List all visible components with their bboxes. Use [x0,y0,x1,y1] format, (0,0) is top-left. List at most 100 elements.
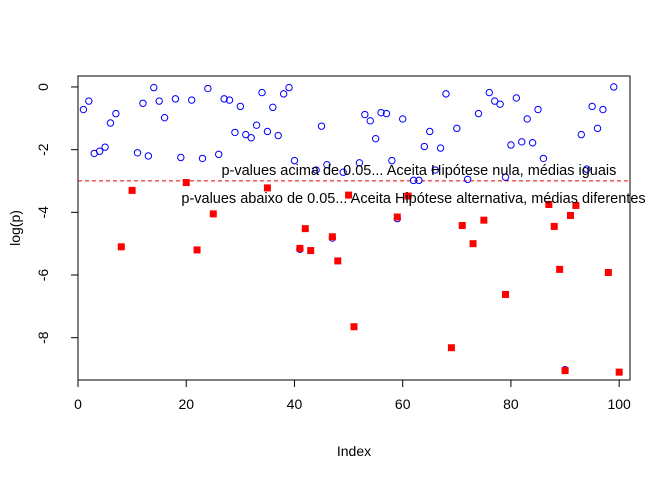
data-point-square [393,213,401,221]
data-point-square [458,221,466,229]
data-point-circle [215,150,223,159]
data-point-circle [355,159,364,167]
data-point-square [334,257,342,265]
data-point-circle [258,88,266,97]
data-point-square [561,367,569,375]
y-axis: 0 -2 -4 -6 -8 [35,83,79,344]
data-point-square [566,211,574,219]
data-point-circle [85,97,93,105]
data-point-circle [290,156,299,165]
data-point-circle [501,173,510,181]
y-tick-label: -8 [35,331,51,344]
data-point-circle [95,147,104,155]
data-point-square [502,290,510,298]
data-point-circle [317,122,326,130]
data-point-circle [599,105,607,114]
data-point-circle [150,83,158,92]
data-point-circle [177,153,185,162]
data-point-circle [144,152,153,160]
data-point-square [301,225,309,233]
data-point-circle [453,124,461,133]
data-point-circle [139,99,147,107]
y-tick-label: -6 [35,269,51,282]
data-point-circle [528,139,537,147]
data-point-square [263,184,271,192]
data-point-circle [507,141,515,149]
data-point-circle [361,110,369,119]
data-point-circle [442,90,450,98]
data-point-circle [463,175,472,184]
data-point-circle [247,134,255,142]
data-point-circle [518,138,526,146]
data-point-circle [79,105,88,114]
data-point-square [296,244,304,252]
data-point-square [209,210,217,218]
data-point-circle [512,94,521,102]
data-point-circle [431,166,439,174]
data-point-circle [426,127,434,136]
x-axis: 0 20 40 60 80 100 [74,379,631,412]
data-point-circle [399,115,407,123]
data-point-circle [269,103,277,112]
y-axis-label: log(p) [7,210,23,246]
data-point-circle [539,154,548,163]
data-point-square [350,323,358,331]
plot-frame [77,75,631,381]
data-point-circle [593,124,602,133]
y-tick-label: -4 [35,206,51,219]
data-point-square [345,191,353,199]
data-point-circle [388,156,396,165]
data-point-circle [285,83,293,92]
data-point-square [604,269,612,277]
annotation-text-1: p-values acima de 0.05... Aceita Hipótes… [221,163,616,179]
data-point-circle [436,144,445,152]
data-point-square [182,179,190,187]
data-point-square [328,233,336,241]
data-point-circle [496,100,504,108]
data-point-circle [160,113,169,122]
data-point-circle [252,121,261,129]
data-point-circle [274,131,282,140]
x-tick-label: 80 [503,396,519,412]
x-tick-label: 20 [178,396,194,412]
data-point-circle [485,88,493,97]
data-point-circle [279,90,288,98]
annotations-layer: p-values acima de 0.05... Aceita Hipótes… [181,163,645,207]
data-point-circle [588,102,596,111]
data-point-circle [236,102,245,111]
data-point-square [193,246,201,254]
points-layer [79,83,623,376]
data-point-square [447,344,455,352]
data-point-circle [171,95,180,103]
x-axis-label: Index [337,443,371,459]
x-tick-label: 60 [395,396,411,412]
data-point-square [550,222,558,230]
data-point-circle [323,160,331,169]
data-point-square [469,240,477,248]
annotation-text-2: p-values abaixo de 0.05... Aceita Hipóte… [181,191,645,207]
data-point-circle [409,176,418,185]
data-point-circle [220,95,228,103]
x-tick-label: 0 [74,396,82,412]
data-point-circle [339,168,347,176]
data-point-circle [242,130,250,139]
data-point-square [615,368,623,376]
data-point-square [572,201,580,209]
data-point-circle [101,143,109,151]
data-point-circle [312,166,320,174]
data-point-circle [415,176,423,185]
data-point-circle [382,109,391,118]
data-point-circle [204,84,212,93]
data-point-circle [583,165,591,173]
data-point-square [480,216,488,224]
data-point-square [404,192,412,200]
data-point-circle [231,128,239,137]
data-point-circle [610,83,618,91]
data-point-square [307,247,315,255]
data-point-circle [377,108,385,117]
data-point-square [117,243,125,251]
data-point-square [556,265,564,273]
data-point-square [128,186,136,194]
data-point-circle [187,96,196,104]
